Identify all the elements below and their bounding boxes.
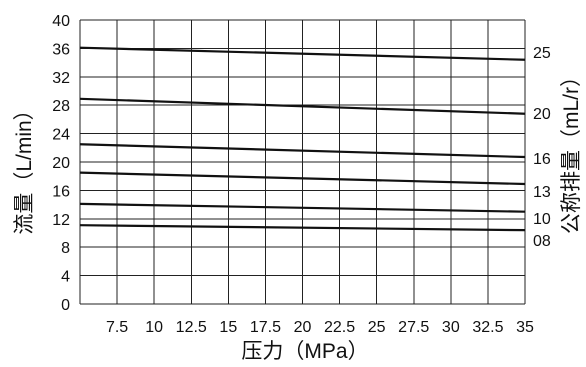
x-tick-label: 15 <box>219 319 237 336</box>
y-tick-label: 24 <box>52 127 70 144</box>
series-label: 16 <box>533 151 551 168</box>
grid <box>79 19 526 305</box>
x-tick-label: 30 <box>442 319 460 336</box>
x-tick-label: 7.5 <box>106 319 128 336</box>
series-line-16 <box>79 143 526 159</box>
series-line-25 <box>79 46 526 61</box>
series-labels: 25 20 16 13 10 08 <box>533 45 551 250</box>
x-tick-label: 17.5 <box>250 319 281 336</box>
x-tick-label: 25 <box>368 319 386 336</box>
series-label: 25 <box>533 45 551 62</box>
y-tick-label: 8 <box>61 240 70 257</box>
series-label: 20 <box>533 106 551 123</box>
y-tick-label: 4 <box>61 269 70 286</box>
y-tick-label: 20 <box>52 155 70 172</box>
y-tick-label: 28 <box>52 98 70 115</box>
x-tick-label: 35 <box>516 319 534 336</box>
series-line-20 <box>79 97 526 115</box>
y2-axis-title: 公称排量（mL/r） <box>560 66 583 234</box>
x-tick-label: 27.5 <box>398 319 429 336</box>
y-axis-title: 流量（L/min） <box>13 99 36 234</box>
x-tick-label: 22.5 <box>324 319 355 336</box>
y-tick-label: 36 <box>52 41 70 58</box>
series-label: 08 <box>533 233 551 250</box>
y-tick-label: 32 <box>52 70 70 87</box>
series-label: 10 <box>533 211 551 228</box>
y-tick-label: 40 <box>52 13 70 30</box>
y-axis-ticks: 0 4 8 12 16 20 24 28 32 36 40 <box>52 13 70 314</box>
x-axis-title: 压力（MPa） <box>241 340 368 363</box>
series-line-10 <box>79 202 526 213</box>
x-axis-ticks: 7.5 10 12.5 15 17.5 20 22.5 25 27.5 30 32.5 35 <box>106 319 534 336</box>
series-lines <box>79 46 526 232</box>
x-tick-label: 20 <box>294 319 312 336</box>
y-tick-label: 12 <box>52 212 70 229</box>
series-label: 13 <box>533 184 551 201</box>
y-tick-label: 16 <box>52 183 70 200</box>
x-tick-label: 12.5 <box>176 319 207 336</box>
x-tick-label: 10 <box>145 319 163 336</box>
series-line-13 <box>79 171 526 186</box>
y-tick-label: 0 <box>61 297 70 314</box>
x-tick-label: 32.5 <box>472 319 503 336</box>
series-line-08 <box>79 224 526 232</box>
